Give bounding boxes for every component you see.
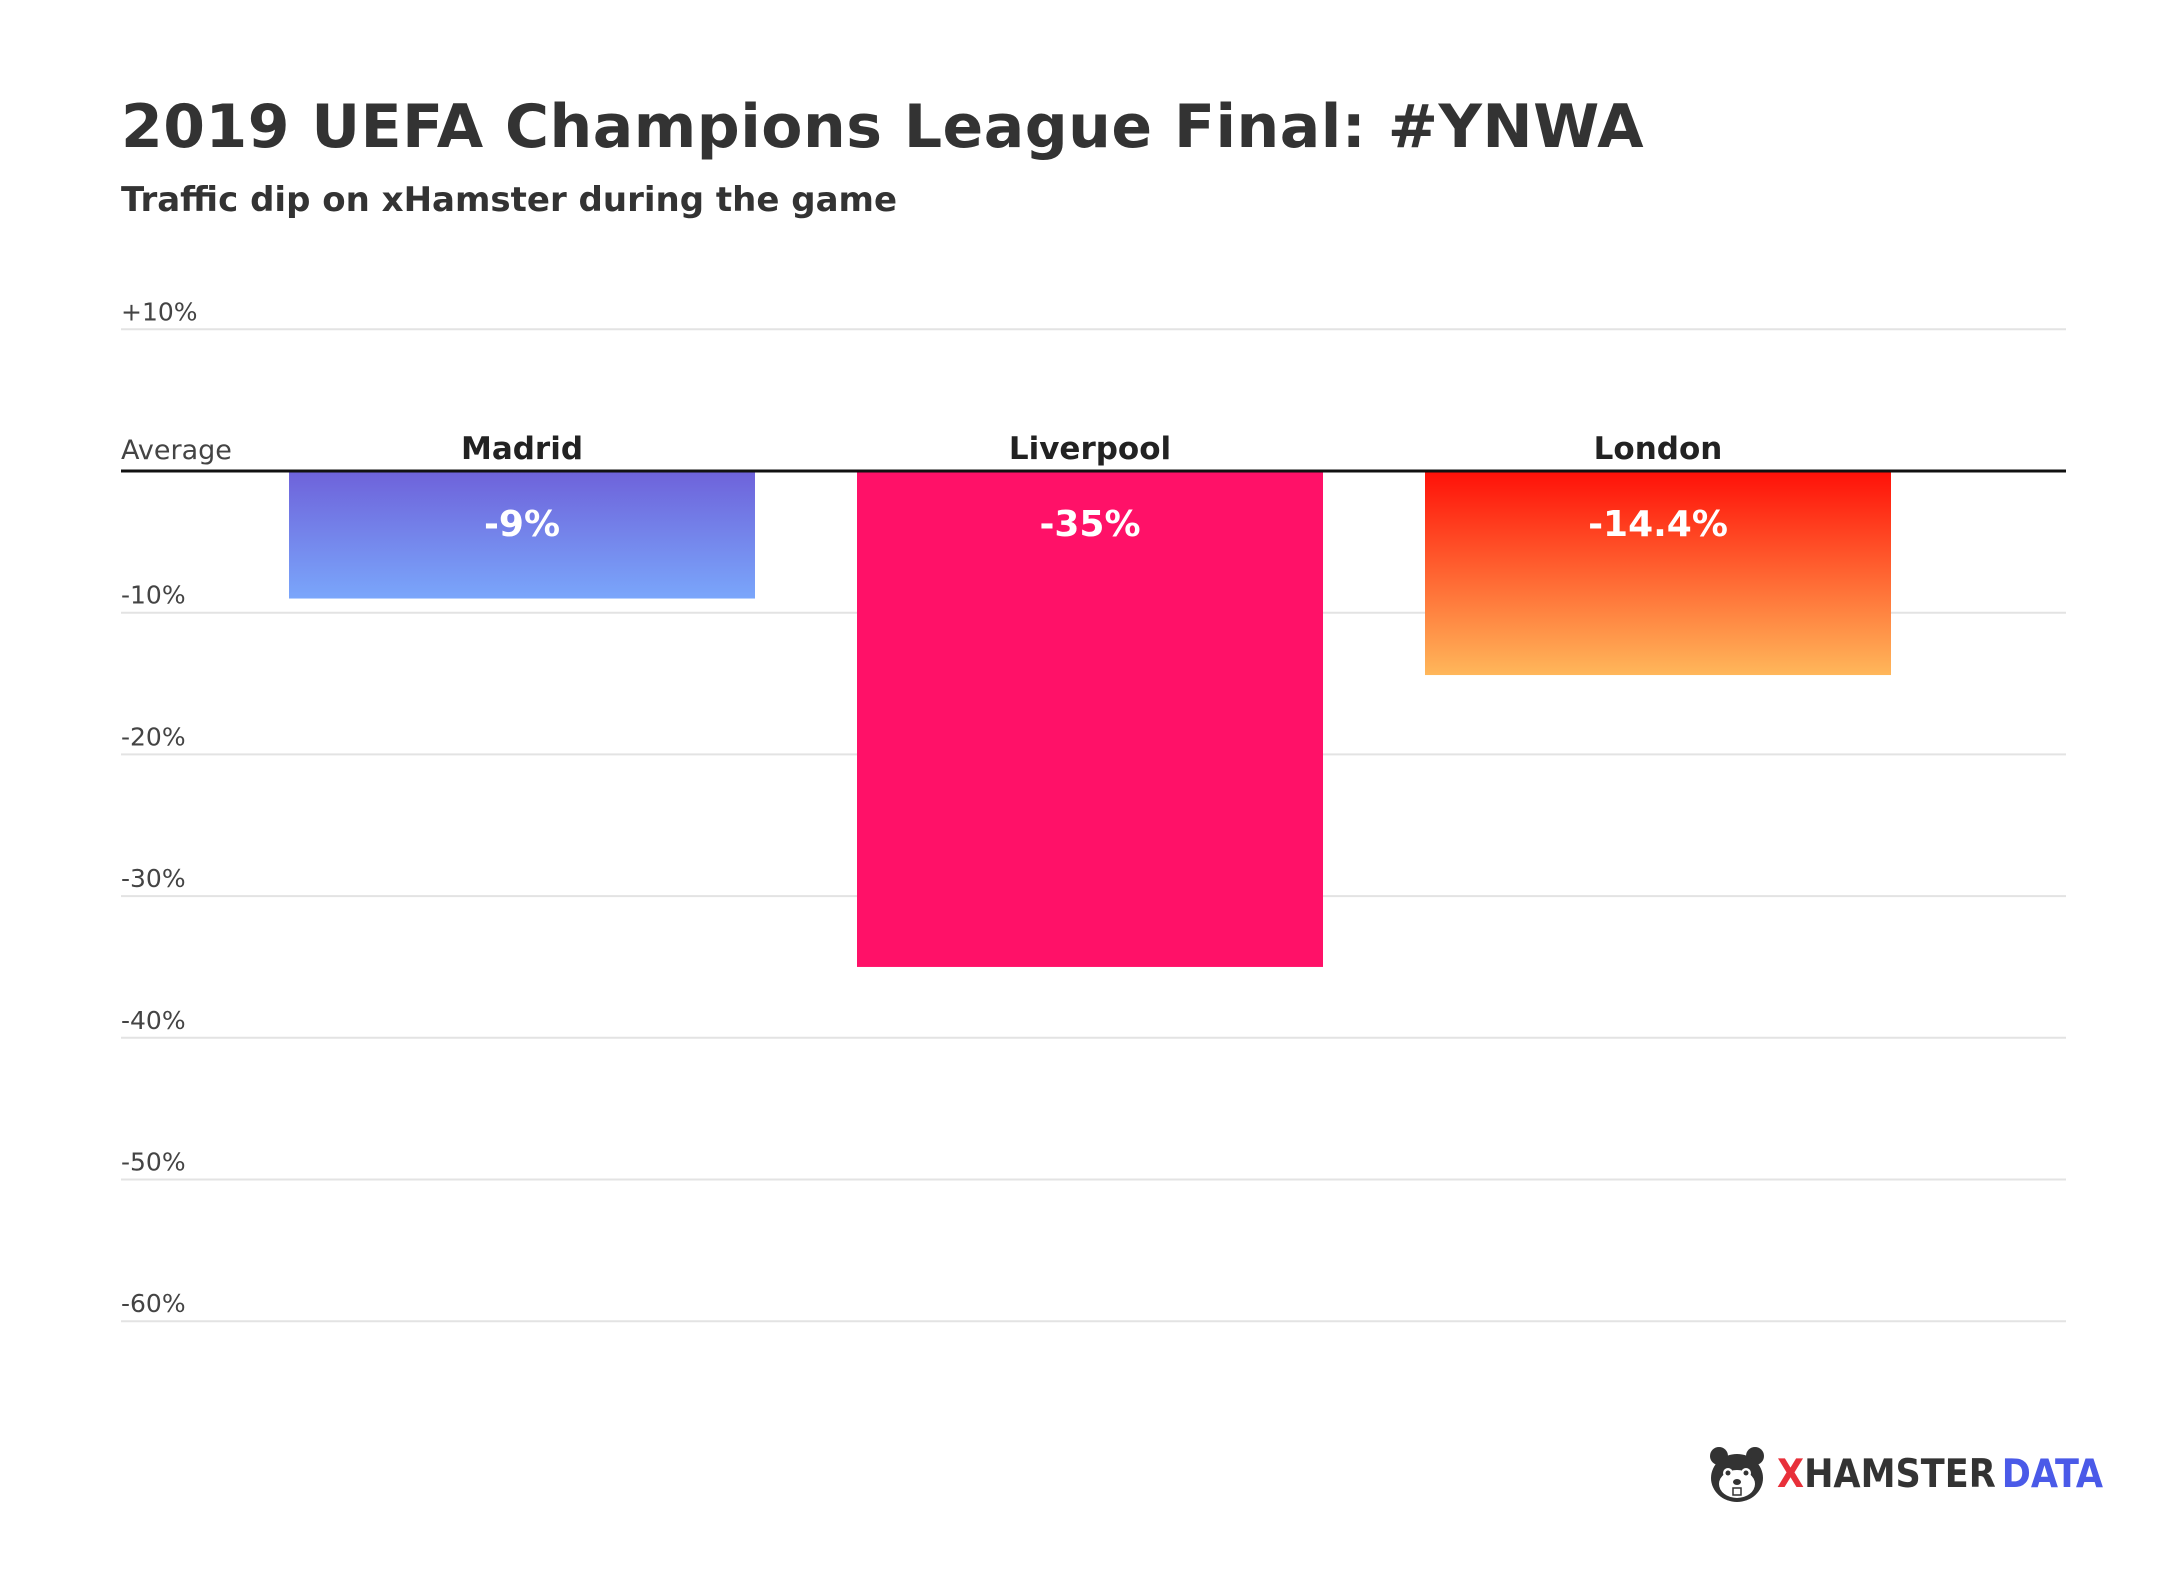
bar-madrid: [289, 471, 755, 599]
y-tick-label: -20%: [121, 722, 186, 751]
average-label: Average: [121, 435, 232, 466]
logo-hamster: HAMSTER: [1804, 1451, 1996, 1497]
chart-subtitle: Traffic dip on xHamster during the game: [121, 180, 898, 220]
y-tick-label: -10%: [121, 581, 186, 610]
y-tick-label: -60%: [121, 1289, 186, 1318]
logo-data: DATA: [2001, 1451, 2104, 1497]
logo-x: X: [1777, 1451, 1805, 1497]
y-tick-label: -40%: [121, 1006, 186, 1035]
hamster-face-icon: [1710, 1447, 1764, 1502]
bar-liverpool: [857, 471, 1323, 967]
category-label: Liverpool: [1009, 431, 1171, 467]
category-label: Madrid: [461, 431, 583, 467]
value-label: -35%: [1039, 504, 1140, 545]
bar-london: [1425, 471, 1891, 676]
y-tick-label: -50%: [121, 1148, 186, 1177]
value-label: -9%: [484, 504, 560, 545]
y-tick-label: +10%: [121, 297, 198, 326]
y-tick-label: -30%: [121, 864, 186, 893]
xhamster-data-logo: X HAMSTER DATA: [1705, 1440, 2103, 1508]
chart-title: 2019 UEFA Champions League Final: #YNWA: [121, 92, 1645, 162]
value-label: -14.4%: [1588, 504, 1728, 545]
category-label: London: [1594, 431, 1723, 467]
